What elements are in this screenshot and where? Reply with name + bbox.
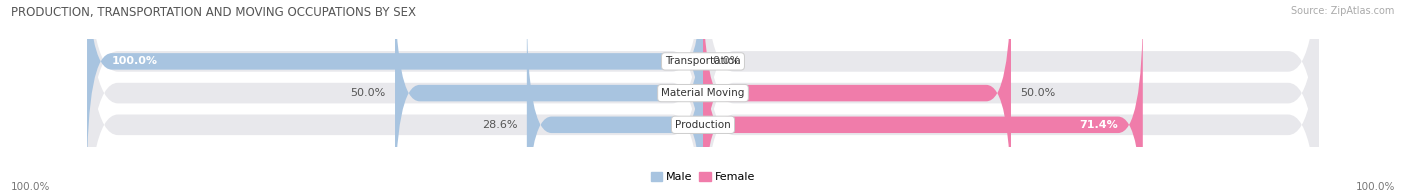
Text: Transportation: Transportation <box>665 56 741 66</box>
Text: 0.0%: 0.0% <box>713 56 741 66</box>
Text: 71.4%: 71.4% <box>1080 120 1118 130</box>
FancyBboxPatch shape <box>703 6 1143 196</box>
Text: Material Moving: Material Moving <box>661 88 745 98</box>
Text: Production: Production <box>675 120 731 130</box>
Text: Source: ZipAtlas.com: Source: ZipAtlas.com <box>1291 6 1395 16</box>
FancyBboxPatch shape <box>87 0 703 196</box>
Text: PRODUCTION, TRANSPORTATION AND MOVING OCCUPATIONS BY SEX: PRODUCTION, TRANSPORTATION AND MOVING OC… <box>11 6 416 19</box>
Text: 100.0%: 100.0% <box>111 56 157 66</box>
Text: 100.0%: 100.0% <box>11 182 51 192</box>
FancyBboxPatch shape <box>703 0 1011 196</box>
FancyBboxPatch shape <box>703 0 1319 196</box>
FancyBboxPatch shape <box>87 0 703 180</box>
Text: 100.0%: 100.0% <box>1355 182 1395 192</box>
Legend: Male, Female: Male, Female <box>651 172 755 182</box>
FancyBboxPatch shape <box>527 6 703 196</box>
FancyBboxPatch shape <box>87 0 703 196</box>
FancyBboxPatch shape <box>87 0 703 196</box>
Text: 28.6%: 28.6% <box>482 120 517 130</box>
Text: 50.0%: 50.0% <box>350 88 385 98</box>
FancyBboxPatch shape <box>395 0 703 196</box>
FancyBboxPatch shape <box>703 0 1319 196</box>
Text: 50.0%: 50.0% <box>1021 88 1056 98</box>
FancyBboxPatch shape <box>703 0 1319 196</box>
